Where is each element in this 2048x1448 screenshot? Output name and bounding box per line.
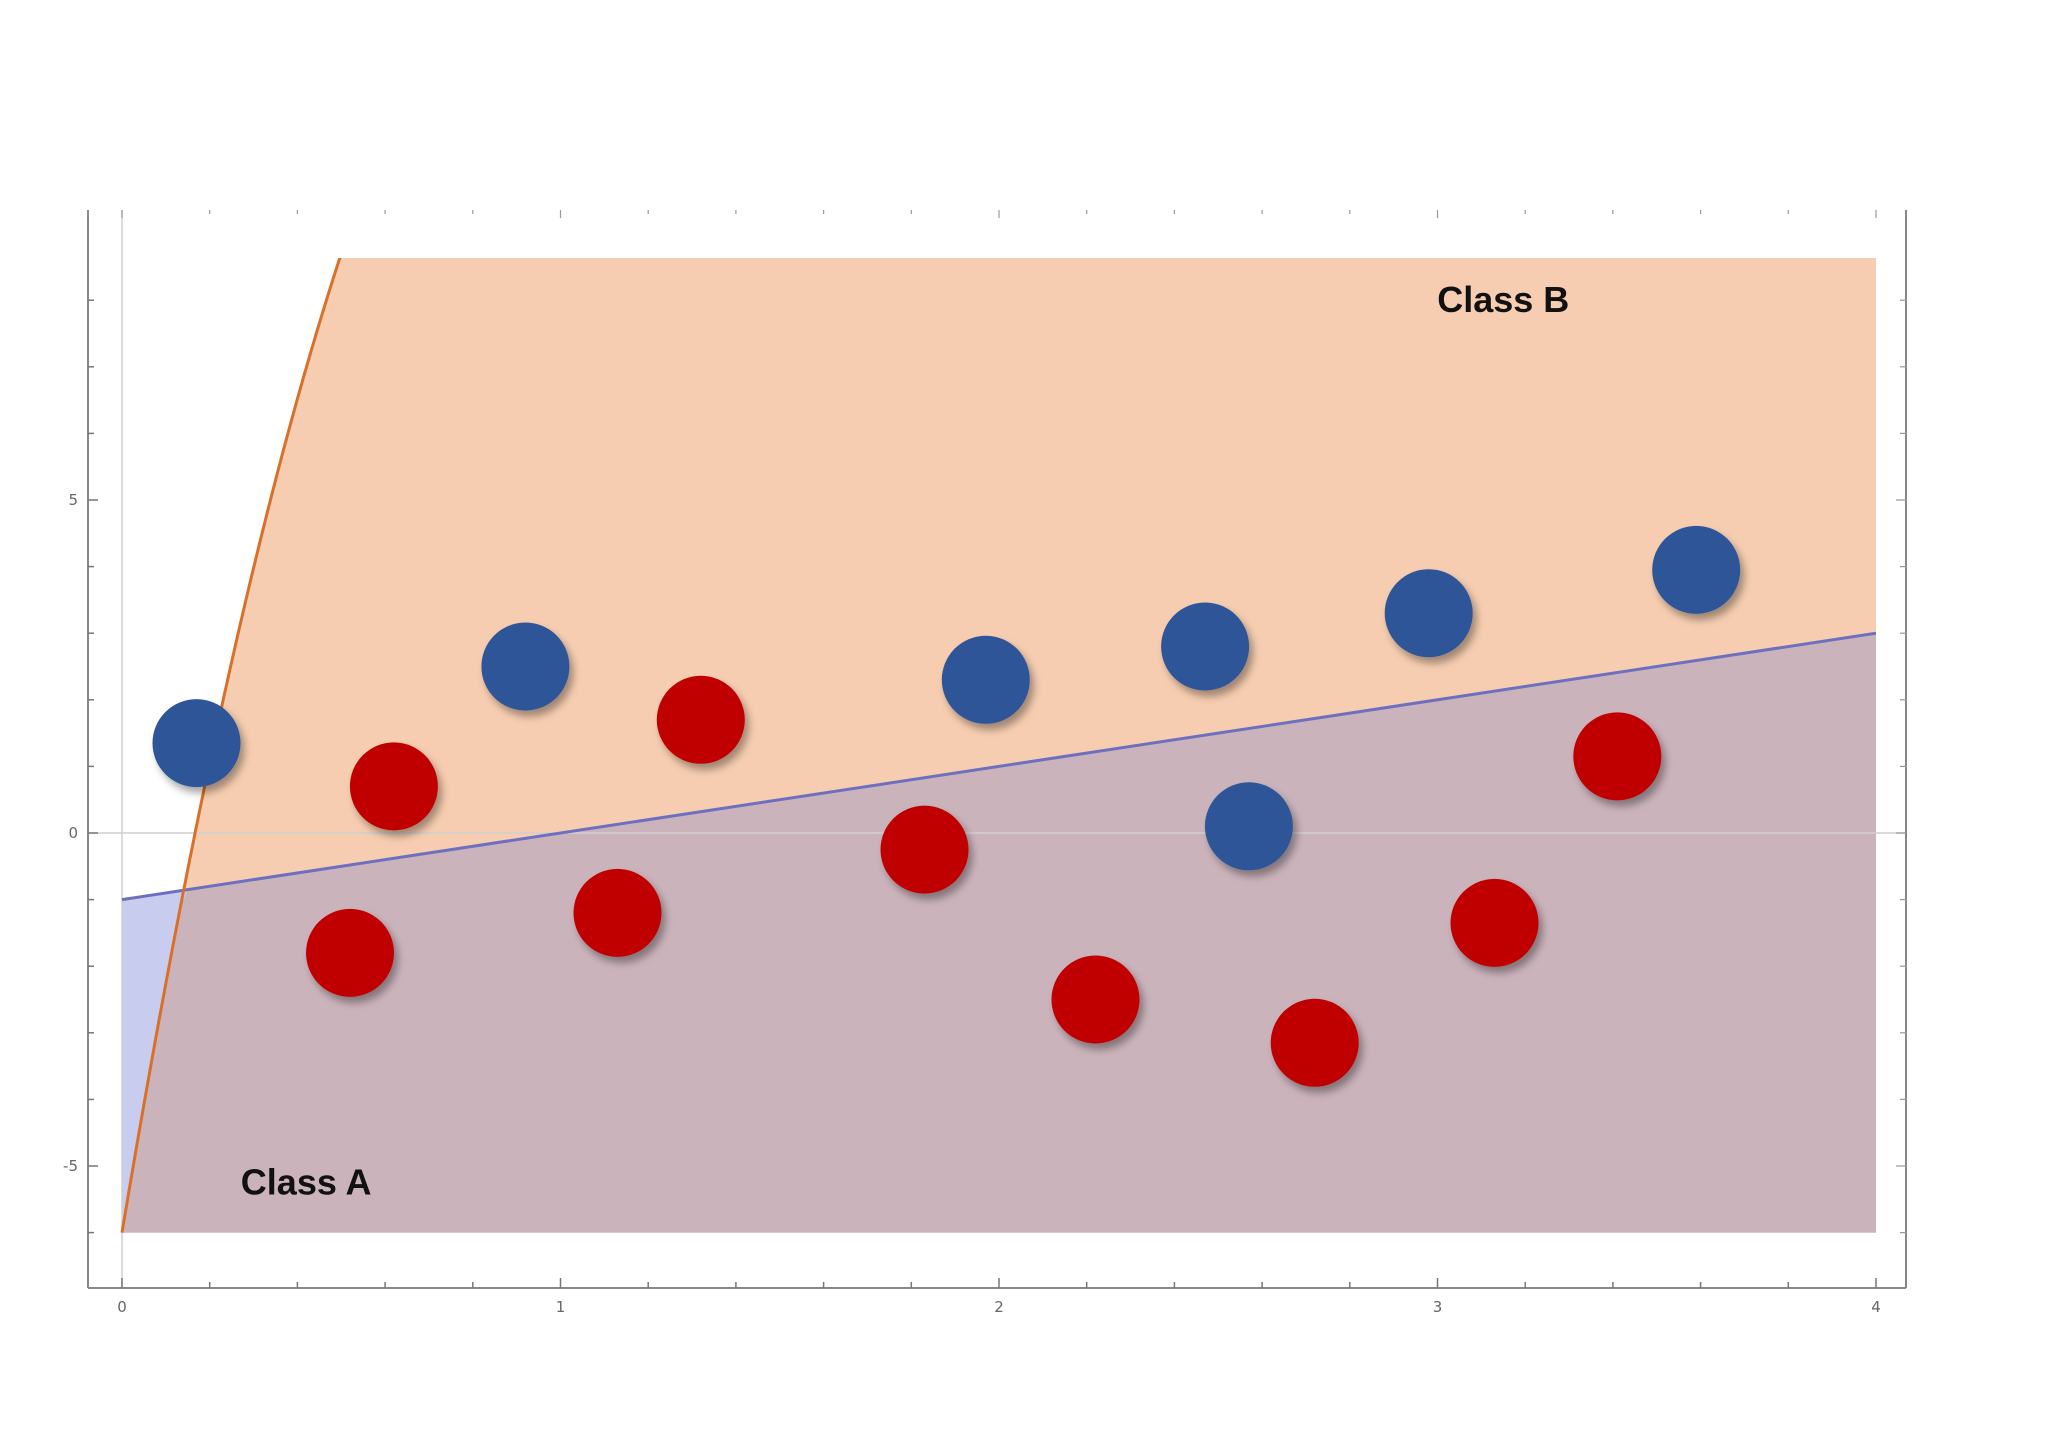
axis-ticks: 0 1 2 3 4 -5 0 5 bbox=[63, 210, 1906, 1316]
decision-region-fills bbox=[122, 258, 1876, 1233]
x-tick-label: 0 bbox=[117, 1298, 127, 1316]
plot-frame bbox=[87, 210, 1907, 1289]
x-tick-label: 2 bbox=[994, 1298, 1004, 1316]
class-a-point bbox=[306, 908, 394, 997]
x-tick-label: 3 bbox=[1433, 1298, 1443, 1316]
boundary-curves bbox=[120, 258, 1876, 1233]
y-tick-label: 5 bbox=[68, 491, 78, 509]
class-b-point bbox=[1204, 782, 1293, 871]
class-a-point bbox=[349, 742, 438, 831]
class-a-point bbox=[656, 675, 745, 764]
overlap-region-fill bbox=[122, 633, 1876, 1233]
class-b-point bbox=[481, 622, 570, 711]
data-points bbox=[152, 525, 1741, 1087]
class-b-label: Class B bbox=[1437, 279, 1569, 320]
zero-reference-lines bbox=[88, 210, 1906, 1288]
class-a-point bbox=[1051, 955, 1140, 1044]
y-tick-label: 0 bbox=[68, 824, 78, 842]
class-a-label: Class A bbox=[241, 1162, 372, 1203]
linear-boundary-line bbox=[121, 631, 1876, 902]
class-b-point bbox=[152, 699, 241, 788]
x-tick-label: 4 bbox=[1871, 1298, 1881, 1316]
class-a-point bbox=[1450, 878, 1539, 967]
class-a-point bbox=[1573, 712, 1662, 801]
class-b-point bbox=[941, 635, 1030, 724]
class-b-point bbox=[1384, 569, 1473, 658]
x-tick-label: 1 bbox=[556, 1298, 566, 1316]
class-a-point bbox=[1270, 998, 1359, 1087]
class-b-point bbox=[1652, 525, 1741, 614]
class-a-point bbox=[880, 805, 969, 894]
class-b-point bbox=[1161, 602, 1250, 691]
y-tick-label: -5 bbox=[63, 1157, 78, 1175]
class-a-point bbox=[573, 868, 662, 957]
